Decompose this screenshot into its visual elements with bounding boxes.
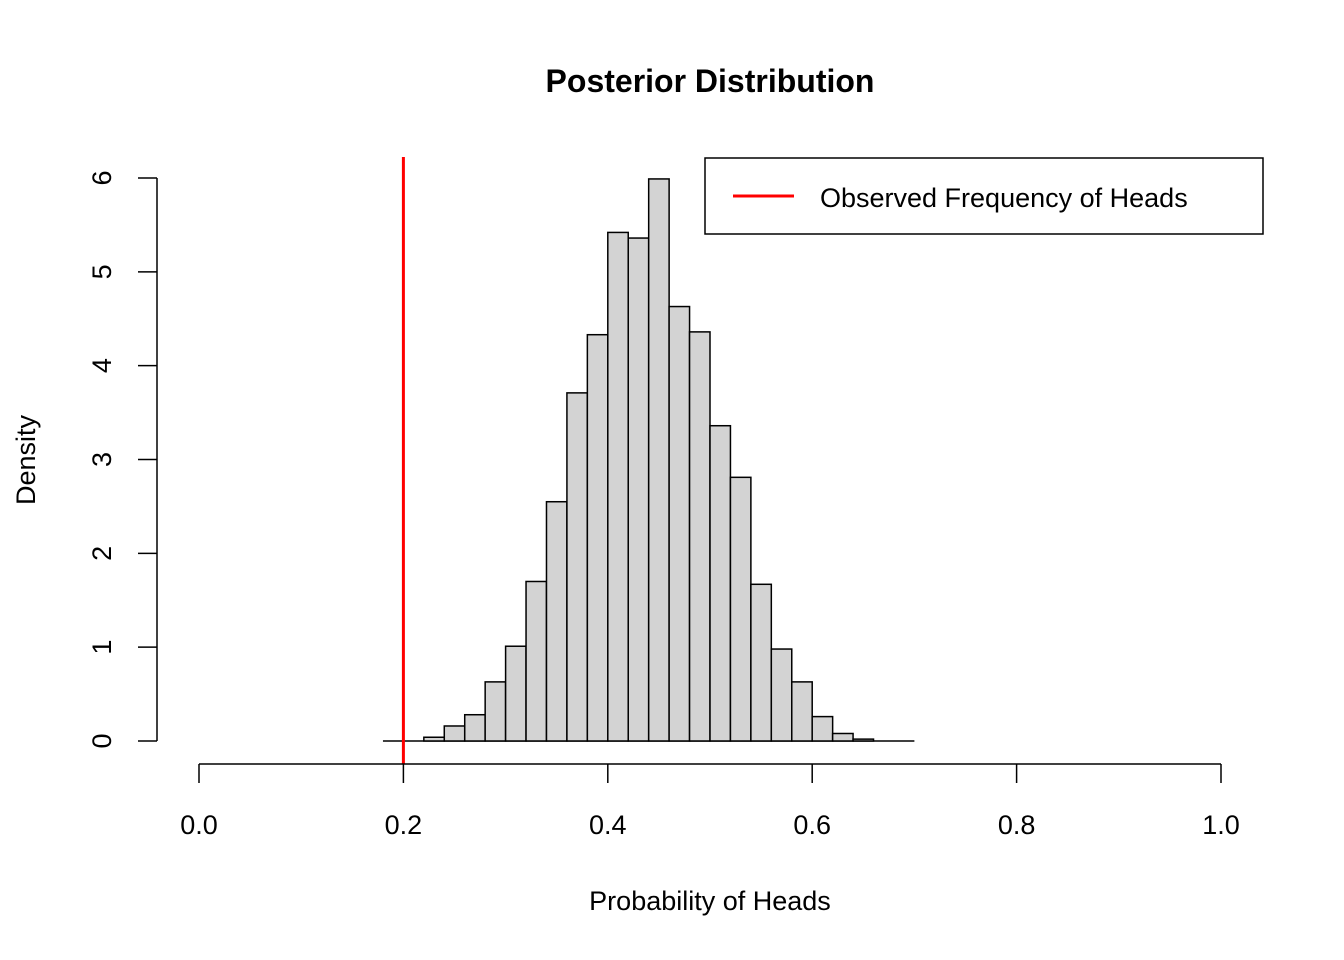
histogram-bar — [627, 237, 650, 742]
histogram-bar — [852, 738, 875, 742]
histogram-bar — [647, 178, 670, 742]
y-tick-label: 5 — [87, 264, 117, 279]
histogram-bar — [811, 715, 834, 742]
histogram-bar — [607, 231, 629, 742]
histogram-bar — [750, 583, 773, 742]
x-tick-label: 0.8 — [998, 810, 1036, 840]
histogram-bar — [668, 305, 691, 742]
y-tick-label: 4 — [87, 358, 117, 373]
histogram-bar — [463, 713, 486, 742]
histogram-bar — [586, 333, 609, 742]
histogram-bar — [566, 392, 589, 742]
y-axis-label: Density — [11, 414, 41, 505]
x-tick-label: 1.0 — [1202, 810, 1240, 840]
x-axis-label: Probability of Heads — [589, 886, 831, 916]
x-tick-label: 0.4 — [589, 810, 627, 840]
y-tick-label: 1 — [87, 640, 117, 655]
y-tick-label: 0 — [87, 733, 117, 748]
y-axis: 0 1 2 3 4 5 6 — [87, 170, 158, 749]
y-tick-label: 3 — [87, 452, 117, 467]
histogram-bar — [525, 580, 548, 742]
histogram-bar — [791, 681, 813, 742]
histogram-bar — [545, 500, 568, 742]
histogram-bar — [443, 725, 466, 742]
y-tick-label: 2 — [87, 546, 117, 561]
legend: Observed Frequency of Heads — [704, 157, 1264, 235]
x-tick-label: 0.6 — [793, 810, 831, 840]
x-axis: 0.0 0.2 0.4 0.6 0.8 1.0 — [180, 763, 1240, 840]
histogram-bar — [484, 681, 507, 742]
chart-title: Posterior Distribution — [546, 63, 875, 99]
histogram-bar — [688, 331, 711, 742]
histogram-bar — [831, 732, 854, 742]
x-tick-label: 0.0 — [180, 810, 218, 840]
histogram-bars — [382, 178, 915, 742]
legend-box — [704, 157, 1264, 235]
histogram-bar — [504, 645, 527, 742]
legend-label: Observed Frequency of Heads — [820, 183, 1188, 213]
histogram-bar — [770, 648, 793, 742]
y-tick-label: 6 — [87, 170, 117, 185]
histogram-bar — [423, 736, 446, 742]
x-tick-label: 0.2 — [385, 810, 423, 840]
histogram-bar — [709, 424, 732, 742]
histogram-bar — [729, 476, 752, 742]
